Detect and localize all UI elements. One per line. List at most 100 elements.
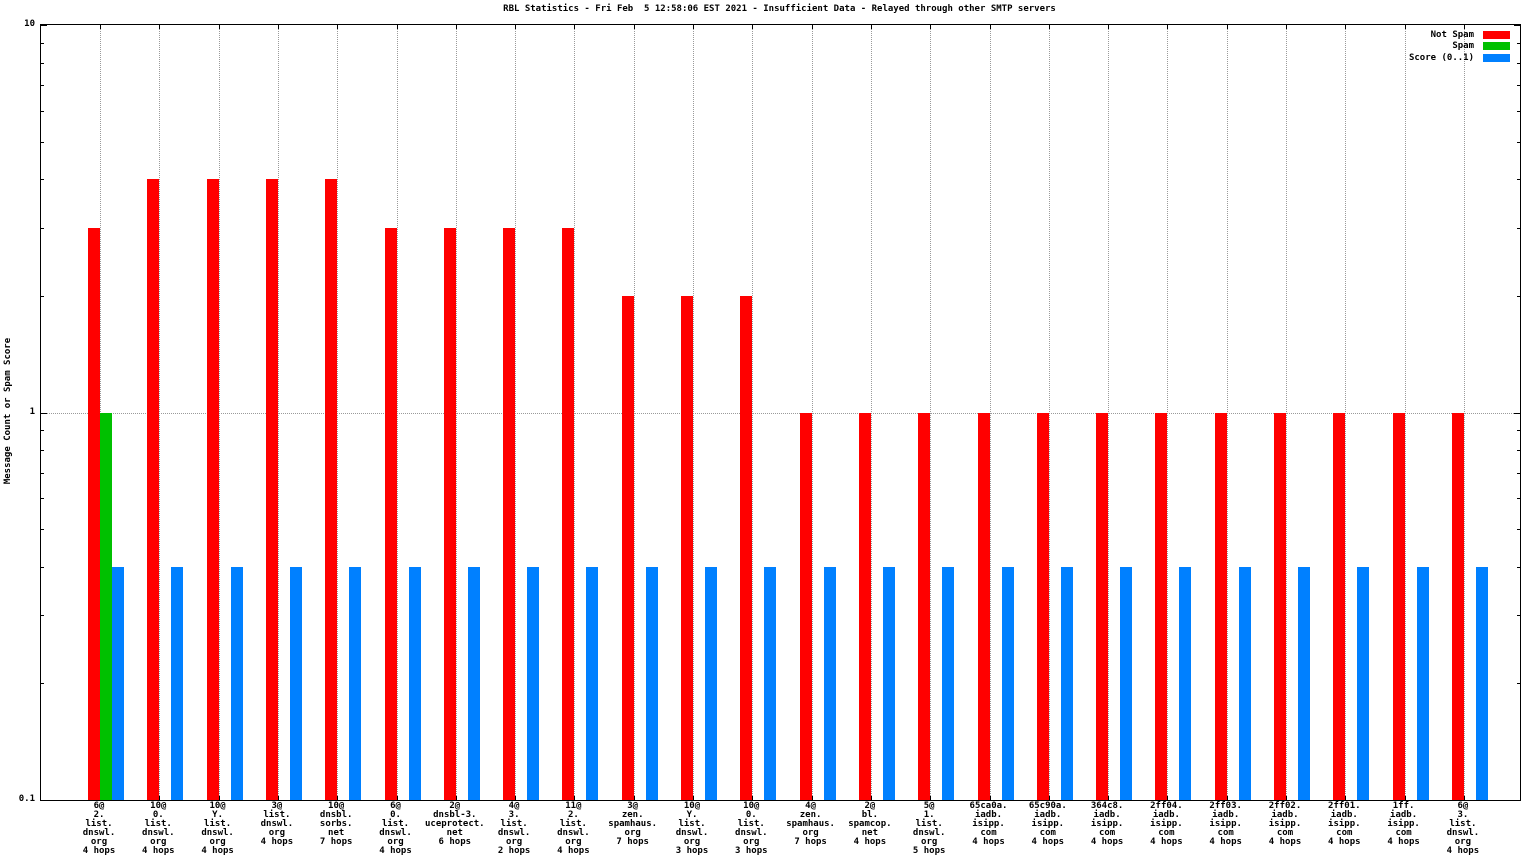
y-minor-tick-right	[1517, 566, 1520, 568]
y-tick-label: 1	[29, 406, 35, 417]
bar-score-0-1	[467, 566, 480, 800]
bar-not-spam	[740, 295, 753, 800]
x-category-label: 6@ 2. list. dnswl. org 4 hops	[82, 801, 116, 856]
bar-not-spam	[206, 179, 219, 800]
y-tick-label: 0.1	[18, 794, 35, 804]
x-category-label: 4@ 3. list. dnswl. org 2 hops	[497, 801, 531, 856]
bar-not-spam	[1451, 412, 1464, 800]
x-tick-top	[1286, 25, 1287, 29]
x-tick-top	[1108, 25, 1110, 29]
bar-score-0-1	[823, 566, 836, 800]
x-category-label: 10@ dnsbl. sorbs. net 7 hops	[319, 801, 353, 847]
x-tick-bottom	[277, 796, 279, 800]
legend-label-score: Score (0..1)	[1408, 52, 1474, 63]
x-category-label: 2ff01. iadb. isipp. com 4 hops	[1328, 801, 1361, 847]
y-minor-tick-right	[1517, 42, 1520, 44]
bar-not-spam	[799, 412, 812, 800]
legend: Not Spam Spam Score (0..1)	[1409, 29, 1510, 64]
y-major-tick-left	[41, 800, 47, 801]
y-minor-tick-left	[41, 566, 44, 568]
y-major-tick-right	[1514, 412, 1520, 414]
x-tick-bottom	[337, 796, 339, 800]
legend-swatch-score	[1483, 53, 1510, 62]
y-major-tick-right	[1514, 800, 1520, 801]
x-tick-top	[752, 25, 754, 29]
x-tick-top	[1345, 25, 1347, 29]
legend-row-score: Score (0..1)	[1409, 52, 1510, 64]
bar-not-spam	[88, 227, 100, 800]
x-category-label: 10@ Y. list. dnswl. org 3 hops	[675, 801, 709, 856]
bar-not-spam	[1333, 412, 1346, 800]
x-category-label: 3@ list. dnswl. org 4 hops	[260, 801, 294, 847]
y-minor-tick-right	[1517, 498, 1520, 500]
bar-not-spam	[681, 295, 693, 800]
x-category-label: 4@ zen. spamhaus. org 7 hops	[786, 801, 835, 847]
x-tick-bottom	[1226, 796, 1228, 800]
x-category-label: 65c90a. iadb. isipp. com 4 hops	[1028, 801, 1067, 847]
y-minor-tick-right	[1517, 85, 1520, 87]
bar-score-0-1	[705, 566, 717, 800]
bar-score-0-1	[1001, 566, 1014, 800]
y-minor-tick-right	[1517, 430, 1520, 432]
bar-not-spam	[1214, 412, 1227, 800]
y-minor-tick-left	[41, 62, 44, 64]
x-tick-top	[1167, 25, 1169, 29]
x-tick-bottom	[930, 796, 932, 800]
y-minor-tick-left	[41, 179, 44, 181]
x-category-label: 2@ dnsbl-3. uceprotect. net 6 hops	[424, 801, 485, 847]
x-category-label: 2@ bl. spamcop. net 4 hops	[848, 801, 892, 847]
bar-score-0-1	[230, 566, 243, 800]
x-category-label: 3@ zen. spamhaus. org 7 hops	[608, 801, 658, 847]
bar-score-0-1	[171, 566, 184, 800]
x-category-label: 10@ 0. list. dnswl. org 3 hops	[735, 801, 768, 856]
bar-not-spam	[858, 412, 871, 800]
y-minor-tick-right	[1517, 227, 1520, 229]
bar-score-0-1	[645, 566, 658, 800]
x-tick-bottom	[811, 796, 813, 800]
y-minor-tick-left	[41, 85, 44, 87]
bar-not-spam	[918, 412, 931, 800]
y-minor-tick-right	[1517, 110, 1520, 112]
x-tick-top	[633, 25, 635, 29]
y-tick-label: 10	[24, 19, 35, 29]
bar-score-0-1	[527, 566, 540, 800]
x-tick-top	[515, 25, 517, 29]
bar-not-spam	[265, 179, 278, 800]
x-tick-bottom	[1404, 796, 1406, 800]
y-minor-tick-left	[41, 683, 44, 685]
x-category-label: 6@ 3. list. dnswl. org 4 hops	[1446, 801, 1480, 856]
x-category-label: 2ff02. iadb. isipp. com 4 hops	[1268, 801, 1302, 847]
y-major-tick-left	[41, 412, 47, 414]
y-minor-tick-left	[41, 227, 44, 229]
x-tick-top	[337, 25, 339, 29]
bar-score-0-1	[942, 566, 955, 800]
bar-score-0-1	[408, 566, 421, 800]
x-tick-bottom	[1167, 796, 1169, 800]
x-tick-bottom	[159, 796, 161, 800]
y-minor-tick-right	[1517, 179, 1520, 181]
x-tick-top	[1226, 25, 1228, 29]
x-tick-bottom	[633, 796, 635, 800]
y-minor-tick-left	[41, 430, 44, 432]
bar-not-spam	[1155, 412, 1168, 800]
x-tick-top	[1048, 25, 1050, 29]
x-tick-bottom	[693, 796, 694, 800]
bar-not-spam	[147, 179, 160, 800]
bar-score-0-1	[112, 566, 124, 800]
x-category-label: 1ff. iadb. isipp. com 4 hops	[1387, 801, 1420, 847]
y-minor-tick-left	[41, 141, 44, 143]
x-category-label: 364c8. iadb. isipp. com 4 hops	[1090, 801, 1124, 847]
bar-score-0-1	[1357, 566, 1370, 800]
x-category-label: 10@ Y. list. dnswl. org 4 hops	[201, 801, 234, 856]
bar-not-spam	[1096, 412, 1109, 800]
bar-score-0-1	[1060, 566, 1073, 800]
y-minor-tick-left	[41, 295, 44, 297]
bar-score-0-1	[289, 566, 302, 800]
bar-not-spam	[621, 295, 634, 800]
x-tick-bottom	[1048, 796, 1050, 800]
chart-title: RBL Statistics - Fri Feb 5 12:58:06 EST …	[503, 4, 1056, 14]
x-tick-top	[1404, 25, 1406, 29]
y-minor-tick-right	[1517, 62, 1520, 64]
bar-not-spam	[977, 412, 990, 800]
